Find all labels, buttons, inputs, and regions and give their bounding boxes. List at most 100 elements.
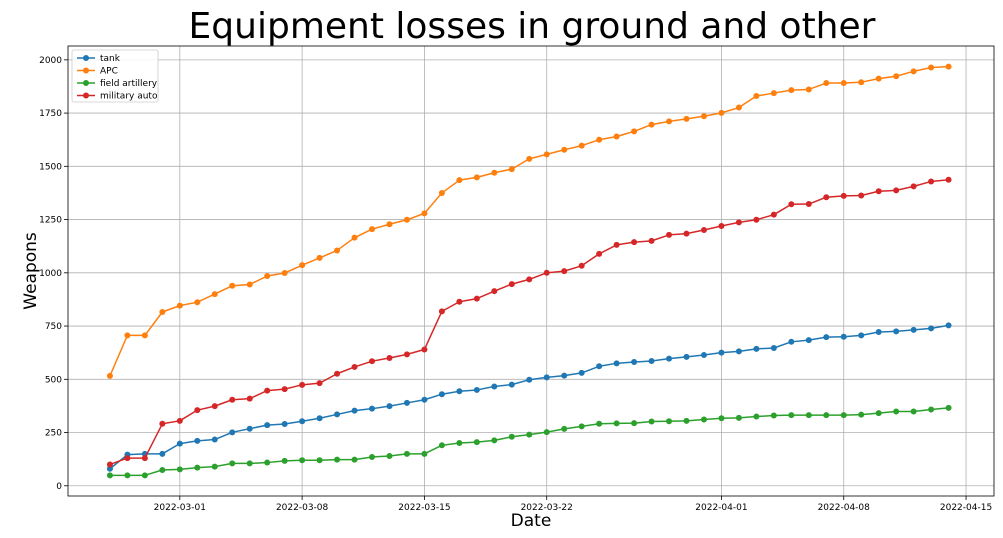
data-point-apc	[649, 122, 655, 128]
legend-label: field artillery	[100, 79, 158, 89]
data-point-tank	[194, 438, 200, 444]
data-point-field-artillery	[596, 421, 602, 427]
data-point-field-artillery	[491, 437, 497, 443]
data-point-military-auto	[928, 178, 934, 184]
data-point-apc	[159, 309, 165, 315]
data-point-field-artillery	[124, 472, 130, 478]
x-tick-label: 2022-03-01	[154, 503, 206, 513]
data-point-tank	[614, 360, 620, 366]
y-tick-label: 500	[45, 375, 62, 385]
data-point-tank	[491, 384, 497, 390]
data-point-military-auto	[229, 397, 235, 403]
data-point-military-auto	[649, 238, 655, 244]
data-point-military-auto	[858, 193, 864, 199]
data-point-tank	[666, 356, 672, 362]
y-axis-label: Weapons	[21, 232, 41, 310]
data-point-field-artillery	[771, 413, 777, 419]
data-point-tank	[823, 334, 829, 340]
data-point-military-auto	[788, 201, 794, 207]
legend-swatch-marker	[83, 68, 89, 74]
series-tank	[107, 322, 952, 471]
data-point-military-auto	[701, 227, 707, 233]
data-point-tank	[456, 388, 462, 394]
y-tick-label: 1250	[39, 216, 62, 226]
data-point-tank	[334, 411, 340, 417]
data-point-military-auto	[753, 217, 759, 223]
data-point-field-artillery	[561, 426, 567, 432]
data-point-military-auto	[299, 382, 305, 388]
data-point-military-auto	[369, 358, 375, 364]
data-point-apc	[718, 110, 724, 116]
data-point-military-auto	[718, 223, 724, 229]
data-point-tank	[386, 403, 392, 409]
data-point-apc	[194, 299, 200, 305]
data-point-apc	[753, 93, 759, 99]
data-point-field-artillery	[386, 453, 392, 459]
data-point-apc	[456, 177, 462, 183]
data-point-apc	[386, 221, 392, 227]
data-point-tank	[684, 354, 690, 360]
data-point-field-artillery	[858, 412, 864, 418]
legend-swatch-marker	[83, 55, 89, 61]
data-point-field-artillery	[736, 415, 742, 421]
plot-frame	[68, 46, 994, 496]
data-point-military-auto	[317, 380, 323, 386]
data-point-military-auto	[212, 403, 218, 409]
data-point-military-auto	[282, 386, 288, 392]
y-tick-label: 1750	[39, 109, 62, 119]
legend-swatch-marker	[83, 80, 89, 86]
data-point-apc	[491, 170, 497, 176]
data-point-tank	[841, 334, 847, 340]
data-point-military-auto	[194, 407, 200, 413]
data-point-apc	[946, 64, 952, 70]
data-point-tank	[649, 358, 655, 364]
data-point-apc	[911, 68, 917, 74]
data-point-field-artillery	[579, 423, 585, 429]
data-point-apc	[561, 147, 567, 153]
data-point-tank	[911, 327, 917, 333]
data-point-field-artillery	[876, 410, 882, 416]
data-point-military-auto	[579, 263, 585, 269]
data-point-tank	[474, 387, 480, 393]
data-point-field-artillery	[946, 405, 952, 411]
data-point-apc	[823, 80, 829, 86]
data-point-tank	[212, 437, 218, 443]
data-point-military-auto	[666, 232, 672, 238]
data-point-tank	[893, 328, 899, 334]
data-point-military-auto	[806, 201, 812, 207]
data-point-military-auto	[526, 276, 532, 282]
data-point-field-artillery	[107, 472, 113, 478]
data-point-military-auto	[509, 281, 515, 287]
data-point-field-artillery	[159, 467, 165, 473]
data-point-military-auto	[386, 355, 392, 361]
data-point-apc	[177, 303, 183, 309]
data-point-field-artillery	[194, 465, 200, 471]
legend-label: military auto	[100, 92, 158, 102]
data-point-tank	[282, 421, 288, 427]
data-point-apc	[352, 235, 358, 241]
data-point-tank	[317, 415, 323, 421]
data-point-field-artillery	[404, 451, 410, 457]
data-point-military-auto	[421, 346, 427, 352]
data-point-tank	[509, 382, 515, 388]
data-point-field-artillery	[806, 412, 812, 418]
x-tick-label: 2022-03-15	[398, 503, 450, 513]
grid-layer	[68, 46, 994, 496]
data-point-tank	[421, 397, 427, 403]
data-point-apc	[596, 137, 602, 143]
data-point-tank	[806, 337, 812, 343]
data-point-tank	[579, 370, 585, 376]
data-point-apc	[212, 291, 218, 297]
data-point-field-artillery	[684, 418, 690, 424]
data-point-tank	[631, 359, 637, 365]
data-point-tank	[858, 332, 864, 338]
data-point-tank	[753, 346, 759, 352]
data-point-tank	[439, 391, 445, 397]
y-tick-label: 2000	[39, 56, 62, 66]
data-point-tank	[876, 329, 882, 335]
data-point-apc	[247, 282, 253, 288]
data-point-military-auto	[456, 299, 462, 305]
data-point-field-artillery	[614, 420, 620, 426]
data-point-apc	[579, 143, 585, 149]
